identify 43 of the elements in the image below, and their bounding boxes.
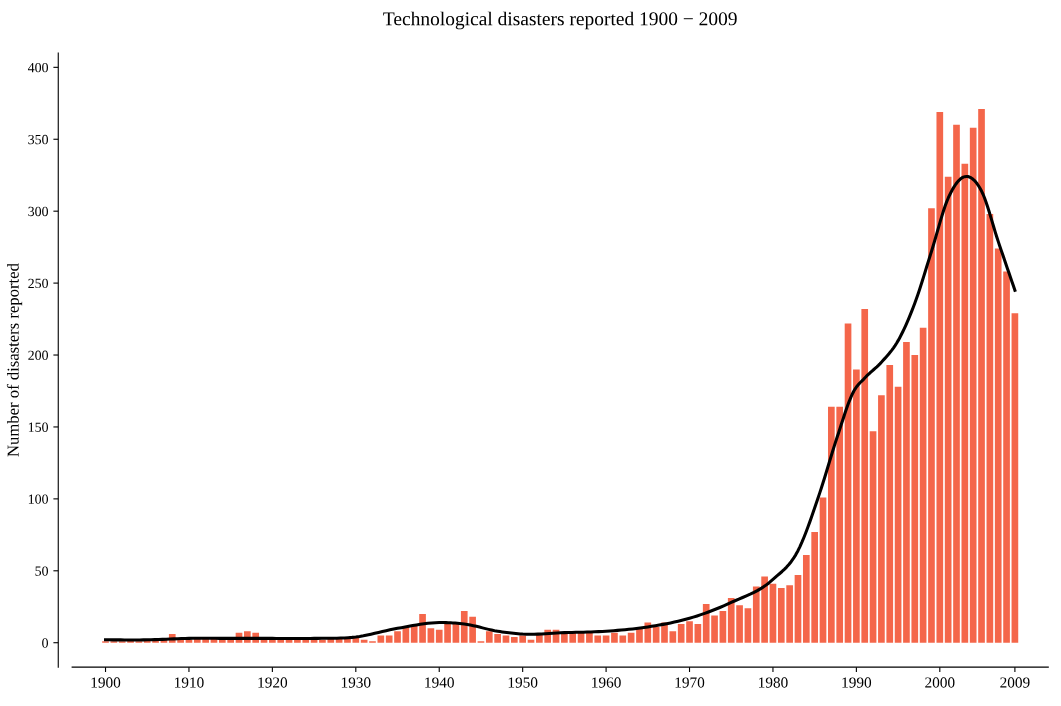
bar xyxy=(627,632,635,643)
y-tick-label: 50 xyxy=(35,566,49,576)
y-tick-label: 300 xyxy=(28,206,49,217)
bar xyxy=(894,386,902,643)
x-tick-label: 1990 xyxy=(842,677,872,688)
bar xyxy=(360,639,368,643)
y-tick-label: 400 xyxy=(27,62,49,73)
x-tick-label: 2009 xyxy=(1000,677,1030,688)
x-tick-label: 2000 xyxy=(925,677,955,688)
x-tick-label: 1950 xyxy=(508,677,538,688)
x-tick-label: 1930 xyxy=(341,677,371,688)
y-tick-label: 250 xyxy=(28,278,49,289)
bar xyxy=(310,639,318,643)
bar xyxy=(744,608,752,643)
y-tick-label: 0 xyxy=(42,638,49,648)
chart-title: Technological disasters reported 1900 − 2009 xyxy=(383,11,737,30)
bar xyxy=(869,431,877,643)
x-tick-label: 1980 xyxy=(759,677,788,688)
bar xyxy=(527,639,535,643)
bar xyxy=(953,124,960,643)
x-tick-label: 1900 xyxy=(91,677,121,688)
x-tick-label: 1910 xyxy=(175,677,204,688)
y-tick-label: 100 xyxy=(28,494,49,504)
y-axis-title: Number of disasters reported xyxy=(6,263,23,457)
bar xyxy=(769,583,777,643)
x-tick-label: 1940 xyxy=(425,677,454,688)
bar xyxy=(819,497,827,643)
x-tick-label: 1920 xyxy=(258,677,288,688)
y-tick-label: 150 xyxy=(28,422,49,432)
bar xyxy=(694,624,702,643)
bar xyxy=(652,626,660,643)
bar xyxy=(1011,313,1019,643)
bar xyxy=(185,639,193,643)
bar xyxy=(719,611,727,643)
bar xyxy=(669,631,677,643)
bar xyxy=(919,327,927,643)
x-tick-label: 1960 xyxy=(592,677,621,688)
bar xyxy=(794,575,802,643)
bar xyxy=(427,628,435,643)
y-tick-label: 200 xyxy=(28,350,49,360)
y-tick-label: 350 xyxy=(28,134,49,145)
bar xyxy=(260,639,268,643)
x-tick-label: 1970 xyxy=(675,677,705,688)
